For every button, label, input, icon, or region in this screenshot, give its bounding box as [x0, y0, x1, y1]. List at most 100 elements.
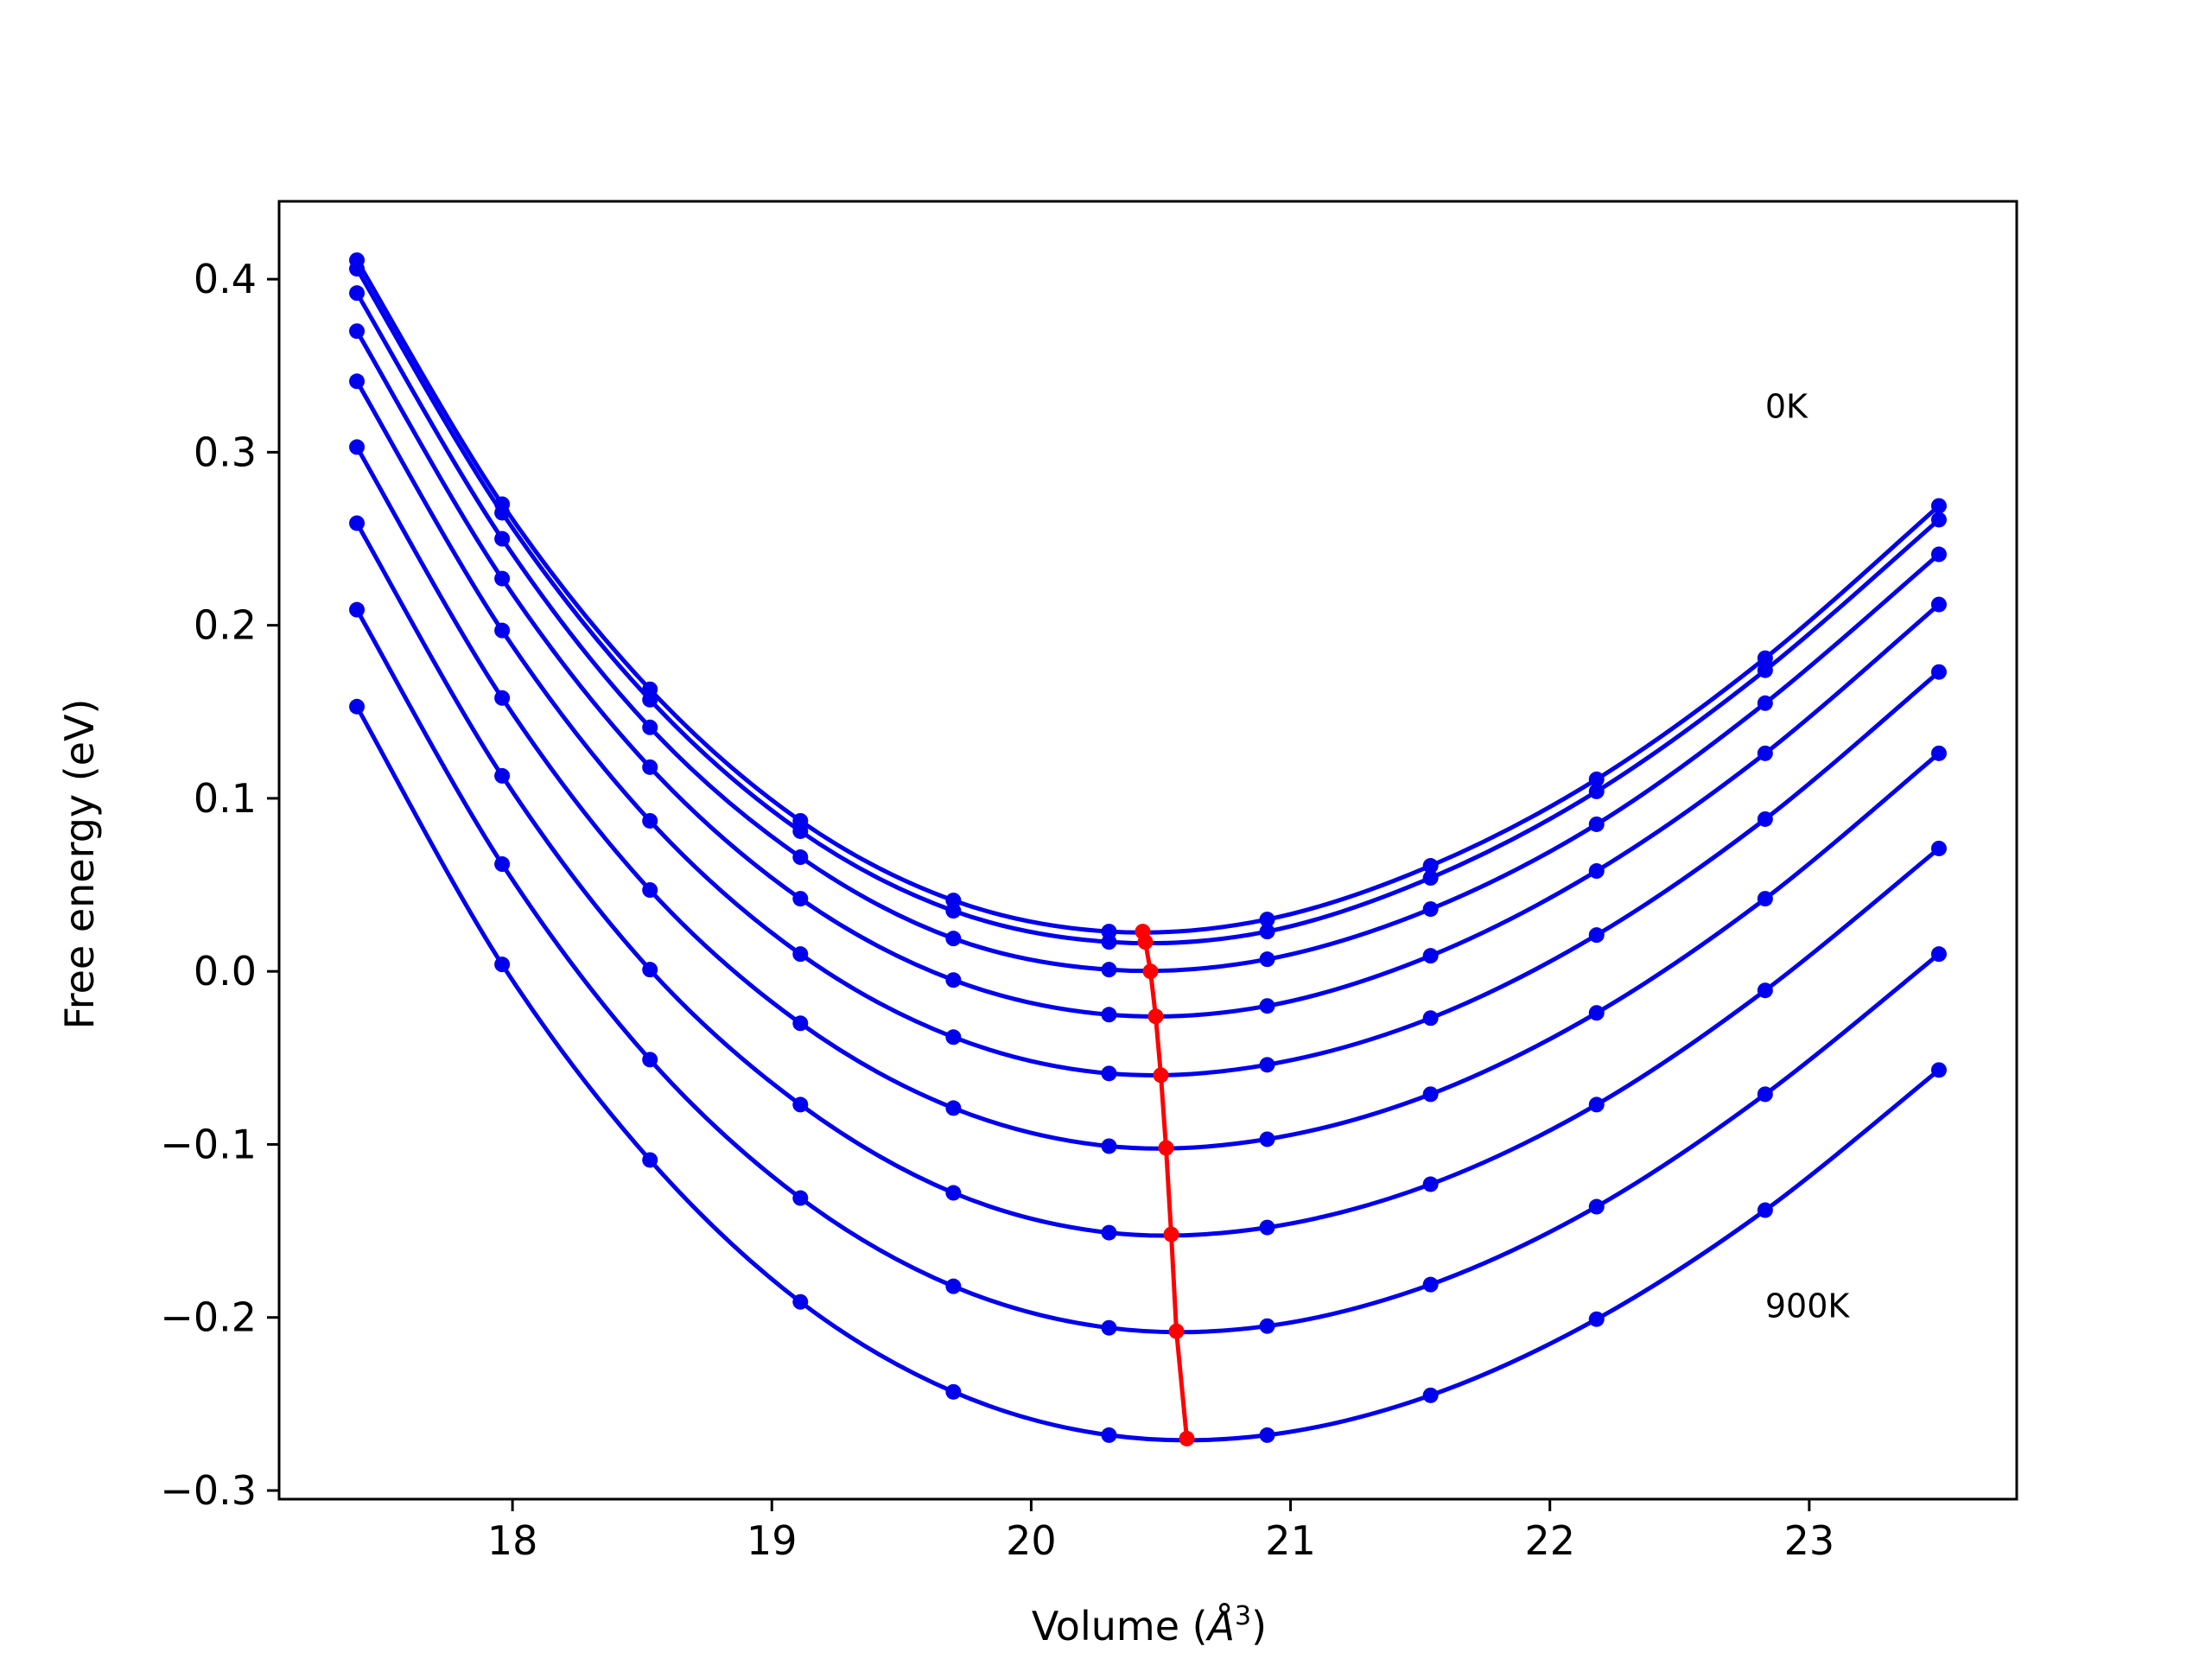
- x-axis-label-exponent: 3: [1235, 1601, 1251, 1631]
- minima-point-3: [1147, 1008, 1164, 1025]
- series-5-point-1: [494, 690, 511, 706]
- plot-content: [349, 252, 1947, 1446]
- series-2-point-10: [1930, 546, 1947, 563]
- series-6-point-0: [349, 515, 365, 531]
- y-axis-ticks: −0.3 −0.2 −0.1 0.0 0.1 0.2 0.3 0.4: [160, 256, 279, 1514]
- series-7-point-10: [1930, 946, 1947, 963]
- series-4-point-4: [945, 1029, 962, 1046]
- y-tick-label: −0.2: [160, 1294, 257, 1341]
- series-2-point-2: [642, 719, 658, 735]
- series-5-point-9: [1757, 891, 1773, 907]
- series-0-point-6: [1259, 912, 1275, 928]
- series-7-point-0: [349, 601, 365, 618]
- minima-point-5: [1158, 1140, 1174, 1156]
- series-3-line: [354, 329, 1941, 1019]
- series-3-point-1: [494, 570, 511, 587]
- series-4-point-2: [642, 812, 658, 829]
- series-1-point-9: [1757, 662, 1773, 678]
- series-4-point-5: [1101, 1065, 1117, 1082]
- series-3-point-4: [945, 972, 962, 988]
- series-6-line: [354, 522, 1941, 1238]
- series-7-point-5: [1101, 1319, 1117, 1336]
- y-tick-label: 0.1: [194, 775, 257, 822]
- series-6-point-10: [1930, 840, 1947, 856]
- series-8-point-10: [1930, 1062, 1947, 1078]
- series-6-point-4: [945, 1185, 962, 1201]
- series-5-point-7: [1422, 1086, 1439, 1103]
- series-7-point-9: [1757, 1086, 1773, 1103]
- series-0-point-9: [1757, 650, 1773, 666]
- series-8-point-4: [945, 1383, 962, 1400]
- series-2-point-0: [349, 285, 365, 302]
- series-7-point-6: [1259, 1318, 1275, 1334]
- series-5: [349, 439, 1947, 1154]
- x-axis-label-symbol: Å: [1205, 1603, 1235, 1649]
- series-2-point-5: [1101, 962, 1117, 978]
- annotation-900k: 900K: [1765, 1287, 1851, 1325]
- series-3-point-2: [642, 759, 658, 775]
- series-2-point-4: [945, 931, 962, 947]
- series-8-point-3: [792, 1294, 809, 1310]
- plot-frame: [277, 200, 2018, 1501]
- series-3-point-5: [1101, 1007, 1117, 1023]
- series-6-point-3: [792, 1096, 809, 1113]
- series-7-point-8: [1588, 1198, 1605, 1215]
- series-1-point-0: [349, 261, 365, 277]
- annotation-0k: 0K: [1765, 387, 1808, 425]
- series-6-point-6: [1259, 1219, 1275, 1236]
- series-3-point-10: [1930, 596, 1947, 613]
- series-2-point-1: [494, 531, 511, 547]
- x-axis-ticks: 18 19 20 21 22 23: [487, 1499, 1834, 1564]
- series-6-point-5: [1101, 1224, 1117, 1241]
- series-8-line: [354, 705, 1941, 1443]
- series-3: [349, 323, 1947, 1023]
- series-4-line: [354, 380, 1941, 1078]
- series-5-point-3: [792, 1015, 809, 1032]
- series-2-point-9: [1757, 695, 1773, 711]
- series-5-point-0: [349, 439, 365, 455]
- series-1-point-10: [1930, 512, 1947, 528]
- series-3-point-0: [349, 323, 365, 340]
- series-1-point-3: [792, 823, 809, 839]
- series-1-point-1: [494, 505, 511, 521]
- minima-point-4: [1153, 1067, 1169, 1084]
- series-3-point-8: [1588, 863, 1605, 880]
- series-4-point-9: [1757, 810, 1773, 827]
- series-0-line: [354, 258, 1941, 935]
- series-1-point-2: [642, 691, 658, 708]
- series-4-point-1: [494, 622, 511, 639]
- series-6-point-8: [1588, 1096, 1605, 1113]
- series-5-point-2: [642, 882, 658, 899]
- series-7-point-4: [945, 1278, 962, 1294]
- series-3-point-6: [1259, 998, 1275, 1014]
- minima-point-6: [1163, 1226, 1179, 1243]
- x-axis-label: Volume (Å3): [1032, 1601, 1267, 1649]
- series-3-point-3: [792, 891, 809, 907]
- series-8-point-5: [1101, 1427, 1117, 1443]
- y-tick-label: −0.3: [160, 1467, 257, 1514]
- series-4-point-8: [1588, 927, 1605, 944]
- series-5-line: [354, 446, 1941, 1151]
- series-1-point-8: [1588, 783, 1605, 799]
- series-5-point-10: [1930, 745, 1947, 761]
- series-7-point-3: [792, 1190, 809, 1206]
- series-6-point-9: [1757, 982, 1773, 999]
- series-7-point-1: [494, 856, 511, 873]
- series-2-point-6: [1259, 951, 1275, 968]
- series-1-line: [354, 267, 1941, 946]
- series-1-point-4: [945, 903, 962, 919]
- series-6-point-7: [1422, 1176, 1439, 1192]
- series-3-point-7: [1422, 948, 1439, 964]
- series-1-point-5: [1101, 934, 1117, 950]
- x-tick-label: 19: [747, 1517, 798, 1564]
- y-axis-label: Free energy (eV): [56, 699, 103, 1030]
- series-0-point-7: [1422, 858, 1439, 874]
- series-5-point-5: [1101, 1138, 1117, 1154]
- series-2: [349, 285, 1947, 978]
- series-4-point-10: [1930, 664, 1947, 680]
- series-6-point-2: [642, 962, 658, 978]
- series-8-point-0: [349, 698, 365, 715]
- series-4-point-6: [1259, 1057, 1275, 1073]
